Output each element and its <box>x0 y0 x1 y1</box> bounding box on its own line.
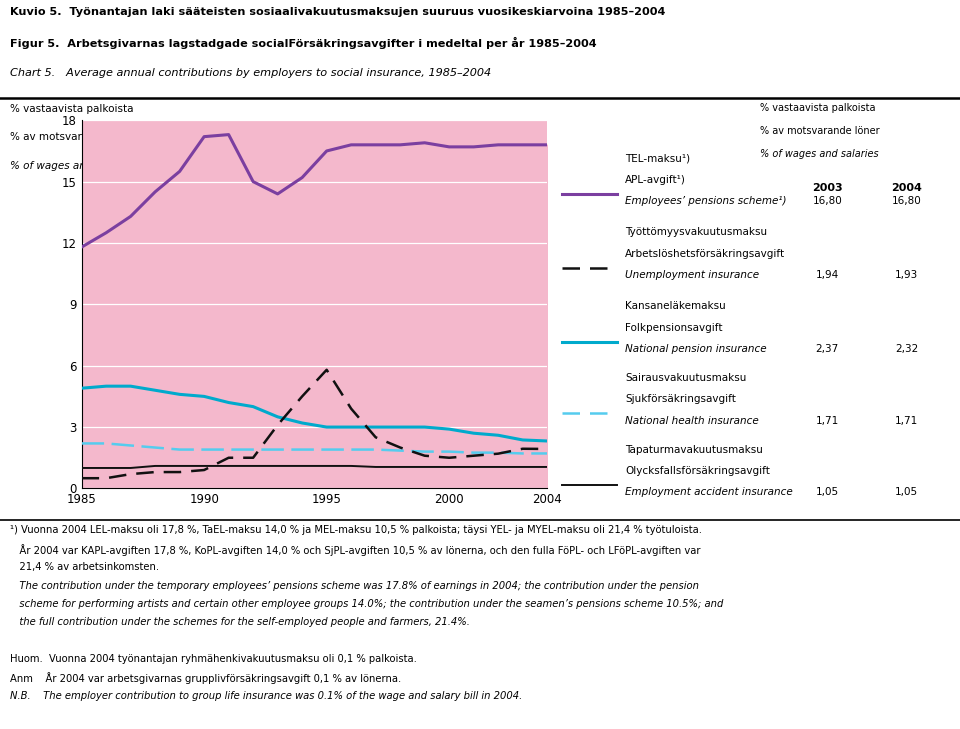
Text: 1,71: 1,71 <box>895 416 918 426</box>
Text: 2,32: 2,32 <box>895 343 918 354</box>
Text: Employees’ pensions scheme¹): Employees’ pensions scheme¹) <box>625 195 786 206</box>
Text: The contribution under the temporary employees’ pensions scheme was 17.8% of ear: The contribution under the temporary emp… <box>10 580 699 590</box>
Text: Olycksfallsförsäkringsavgift: Olycksfallsförsäkringsavgift <box>625 467 770 476</box>
Text: Sjukförsäkringsavgift: Sjukförsäkringsavgift <box>625 394 736 405</box>
Text: Kansaneläkemaksu: Kansaneläkemaksu <box>625 301 726 311</box>
Text: ¹) Vuonna 2004 LEL-maksu oli 17,8 %, TaEL-maksu 14,0 % ja MEL-maksu 10,5 % palko: ¹) Vuonna 2004 LEL-maksu oli 17,8 %, TaE… <box>10 526 702 536</box>
Text: Arbetslöshetsförsäkringsavgift: Arbetslöshetsförsäkringsavgift <box>625 249 785 259</box>
Text: År 2004 var KAPL-avgiften 17,8 %, KoPL-avgiften 14,0 % och SjPL-avgiften 10,5 % : År 2004 var KAPL-avgiften 17,8 %, KoPL-a… <box>10 544 700 555</box>
Text: National health insurance: National health insurance <box>625 416 758 426</box>
Text: 21,4 % av arbetsinkomsten.: 21,4 % av arbetsinkomsten. <box>10 562 158 572</box>
Text: 2,37: 2,37 <box>816 343 839 354</box>
Text: Sairausvakuutusmaksu: Sairausvakuutusmaksu <box>625 373 747 383</box>
Text: Chart 5.   Average annual contributions by employers to social insurance, 1985–2: Chart 5. Average annual contributions by… <box>10 68 491 78</box>
Text: National pension insurance: National pension insurance <box>625 343 767 354</box>
Text: Anm    År 2004 var arbetsgivarnas grupplivförsäkringsavgift 0,1 % av lönerna.: Anm År 2004 var arbetsgivarnas grupplivf… <box>10 672 401 685</box>
Text: the full contribution under the schemes for the self-employed people and farmers: the full contribution under the schemes … <box>10 617 469 628</box>
Text: Folkpensionsavgift: Folkpensionsavgift <box>625 322 723 332</box>
Text: Työttömyysvakuutusmaksu: Työttömyysvakuutusmaksu <box>625 227 767 238</box>
Text: % of wages and salaries: % of wages and salaries <box>759 149 878 159</box>
Text: 1,05: 1,05 <box>895 488 918 497</box>
Text: N.B.    The employer contribution to group life insurance was 0.1% of the wage a: N.B. The employer contribution to group … <box>10 691 522 701</box>
Text: 1,05: 1,05 <box>816 488 839 497</box>
Text: % av motsvarande löner: % av motsvarande löner <box>10 132 137 142</box>
Text: Tapaturmavakuutusmaksu: Tapaturmavakuutusmaksu <box>625 445 763 455</box>
Text: 16,80: 16,80 <box>892 195 922 206</box>
Text: Unemployment insurance: Unemployment insurance <box>625 270 759 280</box>
Text: % av motsvarande löner: % av motsvarande löner <box>759 126 879 136</box>
Text: Kuvio 5.  Työnantajan laki sääteisten sosiaalivakuutusmaksujen suuruus vuosikesk: Kuvio 5. Työnantajan laki sääteisten sos… <box>10 7 665 17</box>
Text: % vastaavista palkoista: % vastaavista palkoista <box>10 104 133 114</box>
Text: 16,80: 16,80 <box>812 195 842 206</box>
Text: 1,94: 1,94 <box>816 270 839 280</box>
Text: APL-avgift¹): APL-avgift¹) <box>625 174 685 184</box>
Text: % of wages and salaries: % of wages and salaries <box>10 160 135 171</box>
Text: % vastaavista palkoista: % vastaavista palkoista <box>759 103 876 113</box>
Text: Figur 5.  Arbetsgivarnas lagstadgade socialFörsäkringsavgifter i medeltal per år: Figur 5. Arbetsgivarnas lagstadgade soci… <box>10 37 596 50</box>
Text: TEL-maksu¹): TEL-maksu¹) <box>625 153 690 163</box>
Text: scheme for performing artists and certain other employee groups 14.0%; the contr: scheme for performing artists and certai… <box>10 599 723 609</box>
Text: 2003: 2003 <box>812 183 843 193</box>
Text: Huom.  Vuonna 2004 työnantajan ryhmähenkivakuutusmaksu oli 0,1 % palkoista.: Huom. Vuonna 2004 työnantajan ryhmähenki… <box>10 654 417 664</box>
Text: 1,93: 1,93 <box>895 270 918 280</box>
Text: 2004: 2004 <box>891 183 922 193</box>
Text: Employment accident insurance: Employment accident insurance <box>625 488 793 497</box>
Text: 1,71: 1,71 <box>816 416 839 426</box>
